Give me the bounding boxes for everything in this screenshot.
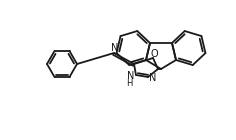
Text: O: O [150, 49, 158, 59]
Text: H: H [126, 79, 132, 88]
Text: N: N [111, 43, 119, 53]
Text: N: N [149, 73, 157, 83]
Text: N: N [127, 71, 135, 81]
